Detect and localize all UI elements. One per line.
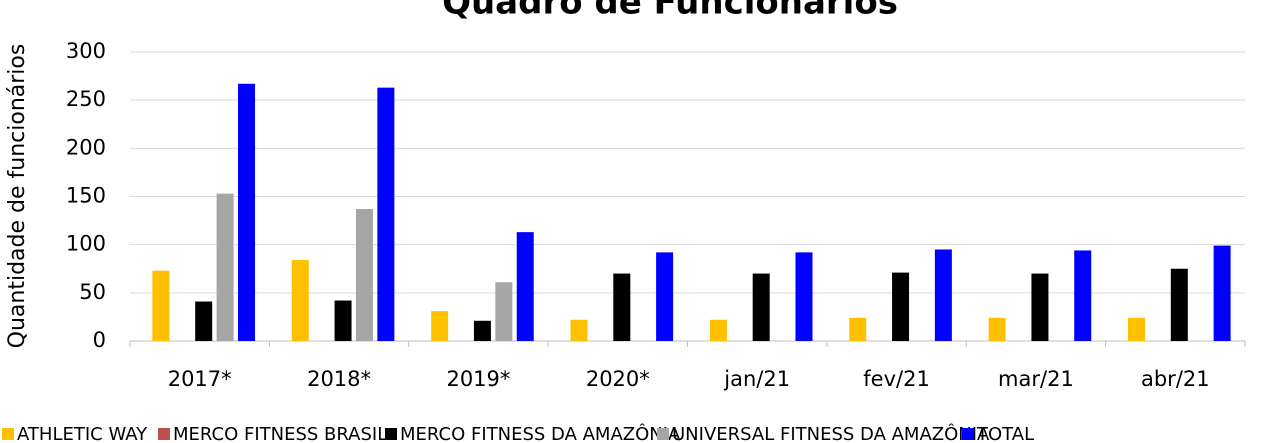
chart-title: Quadro de Funcionários: [442, 0, 898, 23]
bar: [495, 282, 513, 341]
x-tick-label: mar/21: [998, 367, 1074, 391]
bar: [431, 311, 449, 341]
legend-swatch: [385, 428, 397, 440]
bar: [195, 301, 213, 341]
bar: [613, 273, 631, 341]
y-tick-label: 300: [66, 39, 106, 63]
bar: [237, 83, 255, 341]
y-tick-label: 0: [93, 328, 106, 352]
bar: [656, 252, 674, 341]
bar: [334, 300, 352, 341]
y-axis-label: Quantidade de funcionários: [5, 44, 30, 349]
bar: [752, 273, 770, 341]
bar: [795, 252, 813, 341]
x-tick-label: fev/21: [863, 367, 930, 391]
y-tick-label: 50: [79, 280, 106, 304]
bar: [892, 272, 910, 341]
bar: [216, 193, 234, 341]
legend-swatch: [2, 428, 14, 440]
bar: [849, 317, 867, 341]
legend-label: MERCO FITNESS DA AMAZÔNIA: [400, 423, 681, 443]
bar: [934, 249, 952, 341]
y-tick-label: 250: [66, 87, 106, 111]
bar: [988, 317, 1006, 341]
bar: [570, 319, 588, 341]
legend-swatch: [158, 428, 170, 440]
bar: [377, 87, 395, 341]
bar: [1170, 268, 1188, 341]
x-tick-label: 2018*: [307, 367, 371, 391]
bar: [1213, 245, 1231, 341]
legend-swatch: [962, 428, 974, 440]
x-tick-label: 2020*: [586, 367, 650, 391]
x-tick-label: jan/21: [723, 367, 790, 391]
y-tick-label: 100: [66, 232, 106, 256]
bar: [1074, 250, 1092, 341]
legend-label: TOTAL: [976, 424, 1034, 443]
y-tick-label: 200: [66, 135, 106, 159]
x-tick-label: 2019*: [446, 367, 510, 391]
legend-label: ATHLETIC WAY: [17, 424, 148, 443]
bar: [473, 320, 491, 341]
legend-label: UNIVERSAL FITNESS DA AMAZÔNIA: [672, 423, 990, 443]
bar: [355, 209, 373, 341]
x-tick-label: abr/21: [1141, 367, 1210, 391]
bar: [291, 260, 309, 341]
bar: [516, 232, 534, 341]
bar: [152, 270, 170, 341]
bar: [709, 319, 727, 341]
y-tick-label: 150: [66, 184, 106, 208]
legend-label: MERCO FITNESS BRASIL: [173, 424, 387, 443]
legend-swatch: [657, 428, 669, 440]
bar: [1031, 273, 1049, 341]
bar: [1128, 317, 1146, 341]
x-tick-label: 2017*: [168, 367, 232, 391]
